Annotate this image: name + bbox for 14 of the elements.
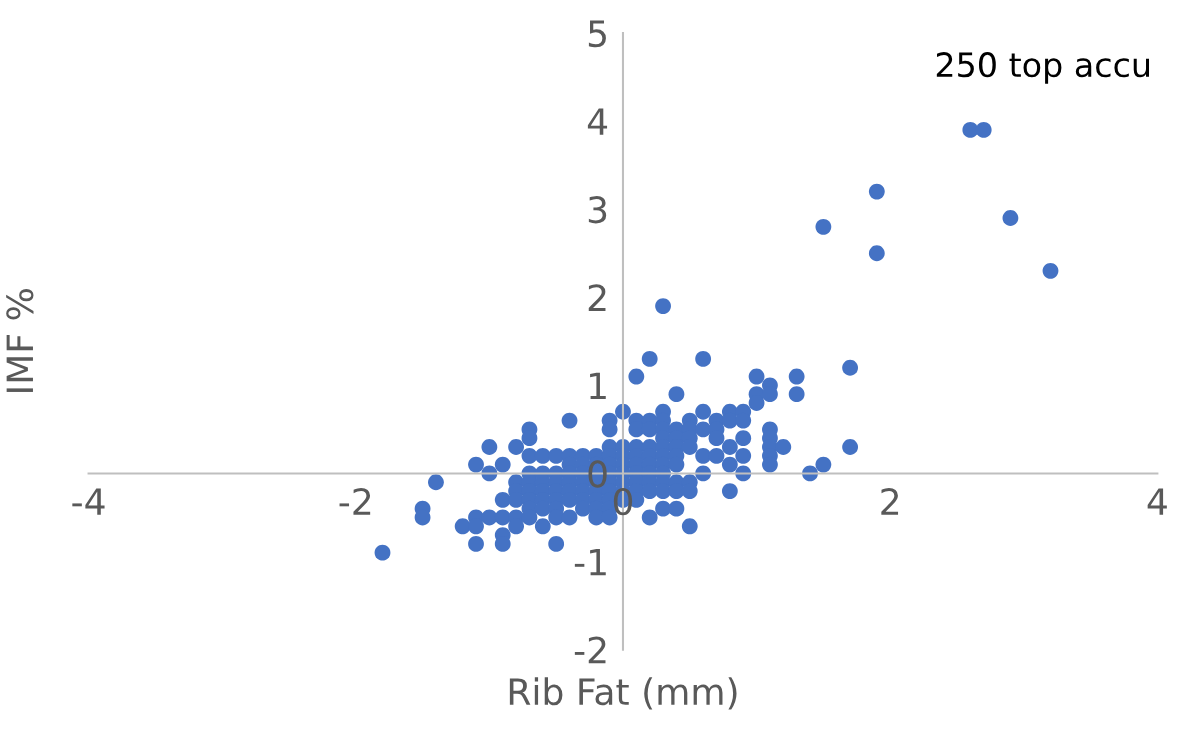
x-tick-label: -4 (72, 488, 105, 515)
x-tick-label: 4 (1147, 488, 1167, 515)
x-tick-label: -2 (339, 487, 371, 515)
x-axis-title: Rib Fat (mm) (509, 677, 737, 710)
x-tick-label: 2 (881, 487, 899, 515)
y-tick-label: 4 (587, 108, 608, 135)
y-tick-label: 3 (588, 196, 607, 224)
text: 250 top accu (936, 52, 1150, 84)
y-tick-label: -1 (574, 548, 606, 576)
y-tick-label: 2 (588, 284, 606, 311)
y-tick-label: 1 (590, 372, 606, 400)
y-tick-label: -2 (574, 636, 606, 664)
y-tick-label: 5 (588, 20, 606, 48)
y-axis-title: IMF % (6, 289, 34, 392)
